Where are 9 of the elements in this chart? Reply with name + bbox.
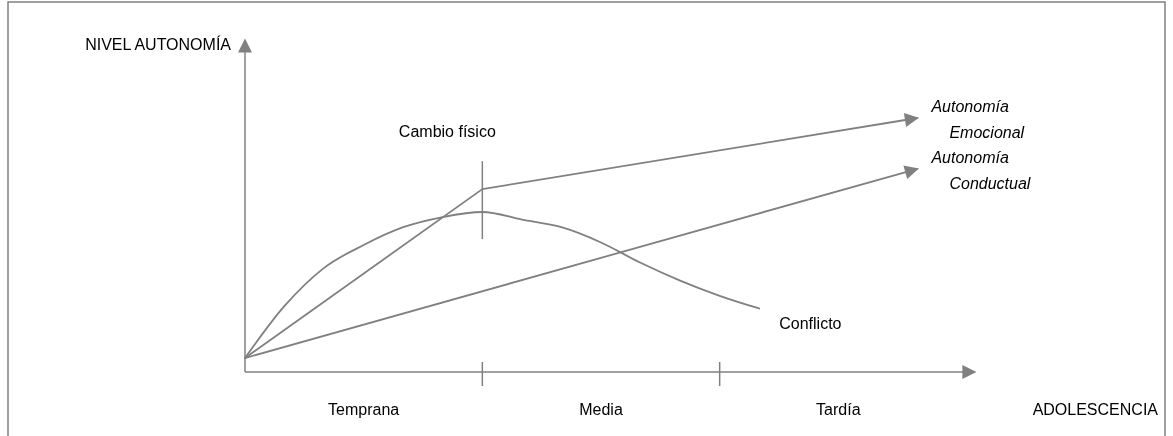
x-tick-label: Temprana [328,401,400,418]
x-axis-title: ADOLESCENCIA [1032,401,1159,418]
x-tick-label: Media [579,401,623,418]
x-tick-label: Tardía [816,401,861,418]
y-axis-title: NIVEL AUTONOMÍA [85,35,232,53]
series-label: Conflicto [779,314,842,332]
annotation: Cambio físico [398,123,496,141]
series-label: Autonomía Emocional [930,98,1025,141]
series-label: Autonomía Conductual [930,148,1031,192]
